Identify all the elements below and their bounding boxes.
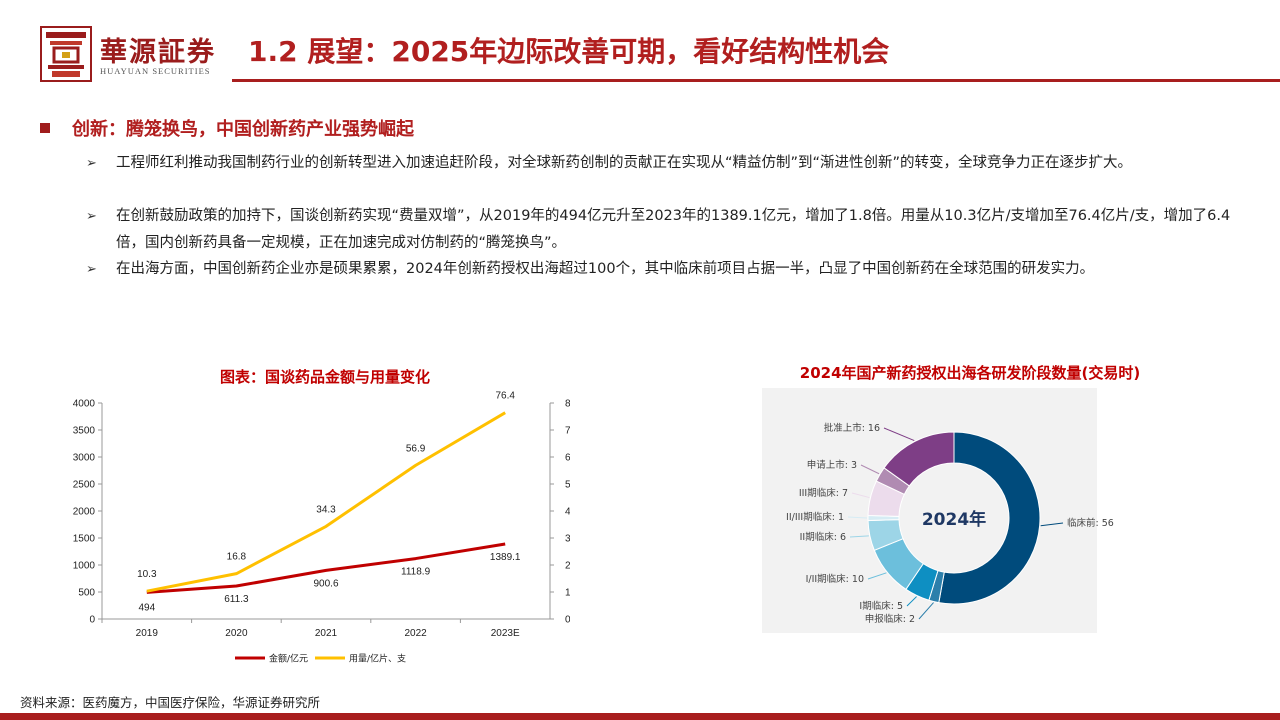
y-tick-label-right: 30 [565,534,570,545]
y-tick-label-left: 3500 [73,426,96,437]
leader-line [883,427,915,442]
leader-line [851,492,870,499]
y-tick-label-right: 10 [565,588,570,599]
x-tick-label: 2019 [136,628,159,639]
legend-label-volume: 用量/亿片、支 [349,653,406,665]
bullet-text: 在出海方面，中国创新药企业亦是硕果累累，2024年创新药授权出海超过100个，其… [116,261,1095,277]
x-tick-label: 2020 [225,628,248,639]
data-label-amount: 900.6 [313,578,338,589]
arrow-right-icon: ➢ [86,156,97,171]
y-tick-label-left: 2000 [73,507,96,518]
brand-name-en: HUAYUAN SECURITIES [100,66,211,76]
donut-data-label: I期临床: 5 [859,600,903,612]
donut-data-label: III期临床: 7 [799,487,848,499]
donut-data-label: 申报临床: 2 [865,613,915,625]
y-tick-label-right: 0 [565,615,570,626]
y-tick-label-left: 4000 [73,399,96,410]
data-label-amount: 1389.1 [490,552,521,563]
y-tick-label-left: 500 [78,588,95,599]
y-tick-label-left: 0 [89,615,95,626]
donut-data-label: II期临床: 6 [800,531,846,543]
y-tick-label-right: 20 [565,561,570,572]
data-label-volume: 56.9 [406,443,426,454]
bullet-text: 工程师红利推动我国制药行业的创新转型进入加速追赶阶段，对全球新药创制的贡献正在实… [116,155,1133,171]
leader-line [847,516,868,519]
y-tick-label-left: 1000 [73,561,96,572]
bullet-item: ➢ 在出海方面，中国创新药企业亦是硕果累累，2024年创新药授权出海超过100个… [86,256,1236,283]
donut-data-label: 申请上市: 3 [807,459,857,471]
header-divider [232,79,1280,82]
bullet-item: ➢ 在创新鼓励政策的加持下，国谈创新药实现“费量双增”，从2019年的494亿元… [86,203,1236,257]
data-label-volume: 34.3 [316,504,336,515]
data-label-amount: 611.3 [224,594,249,605]
series-line-volume [146,411,506,593]
y-tick-label-right: 80 [565,399,570,410]
x-tick-label: 2023E [491,628,520,639]
legend-label-amount: 金额/亿元 [269,653,308,665]
donut-slice [938,431,1041,605]
donut-center-label: 2024年 [922,509,986,530]
y-tick-label-left: 2500 [73,480,96,491]
arrow-right-icon: ➢ [86,262,97,277]
leader-line [1040,522,1064,527]
bullet-text: 在创新鼓励政策的加持下，国谈创新药实现“费量双增”，从2019年的494亿元升至… [116,208,1231,251]
donut-chart-title: 2024年国产新药授权出海各研发阶段数量(交易时) [799,364,1141,382]
y-tick-label-left: 1500 [73,534,96,545]
y-tick-label-right: 50 [565,480,570,491]
leader-line [906,596,917,607]
line-chart-title: 图表：国谈药品金额与用量变化 [219,368,430,386]
section-heading-text: 创新：腾笼换鸟，中国创新药产业强势崛起 [72,119,414,140]
brand-name: 華源証券 [100,37,216,68]
y-tick-label-right: 70 [565,426,570,437]
data-label-amount: 1118.9 [401,567,431,578]
data-label-volume: 76.4 [495,391,515,402]
leader-line [918,602,934,620]
y-tick-label-left: 3000 [73,453,96,464]
footer-bar [0,713,1280,720]
bullet-item: ➢ 工程师红利推动我国制药行业的创新转型进入加速追赶阶段，对全球新药创制的贡献正… [86,150,1236,177]
leader-line [860,464,880,475]
line-chart: 0 500 1000 1500 2000 2500 3000 3500 4000 0 10 20 30 4… [73,391,570,665]
donut-slice [883,431,955,487]
leader-line [849,535,869,538]
x-tick-label: 2021 [315,628,338,639]
section-heading: 创新：腾笼换鸟，中国创新药产业强势崛起 [40,115,414,141]
arrow-right-icon: ➢ [86,209,97,224]
square-bullet-icon [40,123,50,133]
data-label-amount: 494 [138,602,155,613]
y-tick-label-right: 60 [565,453,570,464]
donut-data-label: 批准上市: 16 [824,422,880,434]
data-label-volume: 10.3 [137,569,157,580]
donut-data-label: I/II期临床: 10 [806,573,864,585]
data-label-volume: 16.8 [227,552,247,563]
x-tick-label: 2022 [404,628,427,639]
source-note: 资料来源：医药魔方，中国医疗保险，华源证券研究所 [20,695,321,710]
brand-logo-icon [40,26,92,82]
donut-data-label: II/III期临床: 1 [786,511,844,523]
page-title: 1.2 展望：2025年边际改善可期，看好结构性机会 [248,35,890,68]
donut-data-label: 临床前: 56 [1067,517,1114,529]
leader-line [867,572,887,580]
y-tick-label-right: 40 [565,507,570,518]
series-line-amount [146,542,506,594]
